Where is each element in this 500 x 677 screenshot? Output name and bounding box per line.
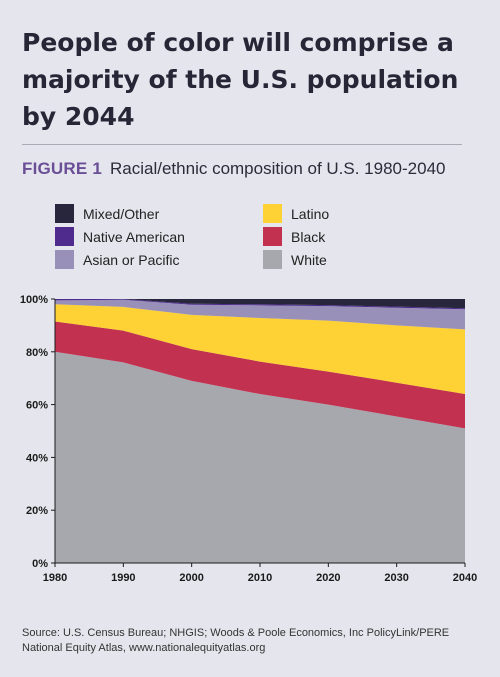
x-tick-label: 2030: [384, 572, 408, 584]
legend-swatch: [263, 227, 282, 246]
x-tick-label: 2020: [316, 572, 340, 584]
legend-item-asian-pacific: Asian or Pacific: [55, 250, 179, 269]
figure-title: FIGURE 1 Racial/ethnic composition of U.S…: [22, 158, 482, 180]
legend-item-latino: Latino: [263, 204, 329, 223]
legend: Mixed/Other Latino Native American Black…: [55, 204, 435, 272]
axes: 0% 20% 40% 60% 80% 100% 1980 1990 2000 2010 2020 20…: [20, 294, 477, 584]
area-mixed-other: [55, 299, 465, 309]
legend-label: Latino: [291, 205, 330, 222]
area-layers: [55, 299, 465, 563]
legend-item-black: Black: [263, 227, 325, 246]
legend-label: Mixed/Other: [83, 205, 160, 222]
source-note: Source: U.S. Census Bureau; NHGIS; Woods…: [22, 627, 450, 654]
x-tick-label: 1990: [111, 572, 135, 584]
legend-swatch: [55, 227, 74, 246]
legend-swatch: [55, 250, 74, 269]
legend-item-mixed-other: Mixed/Other: [55, 204, 159, 223]
legend-label: Asian or Pacific: [83, 251, 180, 268]
y-tick-label: 40%: [26, 452, 48, 464]
x-tick-label: 2000: [179, 572, 203, 584]
figure-description: Racial/ethnic composition of U.S. 1980-2…: [110, 159, 446, 178]
y-tick-label: 20%: [26, 505, 48, 517]
x-tick-label: 2040: [453, 572, 477, 584]
legend-swatch: [263, 250, 282, 269]
legend-label: Black: [291, 228, 326, 245]
legend-label: White: [291, 251, 327, 268]
y-tick-label: 100%: [20, 294, 48, 306]
legend-item-white: White: [263, 250, 327, 269]
divider: [22, 144, 462, 145]
area-native-american: [55, 299, 465, 310]
figure-label: FIGURE 1: [22, 159, 103, 178]
stacked-area-chart: 0% 20% 40% 60% 80% 100% 1980 1990 2000 2010 2020 20…: [20, 294, 477, 584]
legend-item-native-american: Native American: [55, 227, 185, 246]
area-black: [55, 321, 465, 429]
x-tick-label: 2010: [248, 572, 272, 584]
area-white: [55, 351, 465, 563]
legend-swatch: [263, 204, 282, 223]
y-tick-label: 0%: [32, 558, 48, 570]
legend-swatch: [55, 204, 74, 223]
area-latino: [55, 304, 465, 395]
legend-label: Native American: [83, 228, 185, 245]
area-asian-or-pacific: [55, 299, 465, 330]
y-tick-label: 80%: [26, 347, 48, 359]
x-tick-label: 1980: [43, 572, 67, 584]
y-tick-label: 60%: [26, 400, 48, 412]
headline: People of color will comprise a majority…: [22, 28, 459, 131]
